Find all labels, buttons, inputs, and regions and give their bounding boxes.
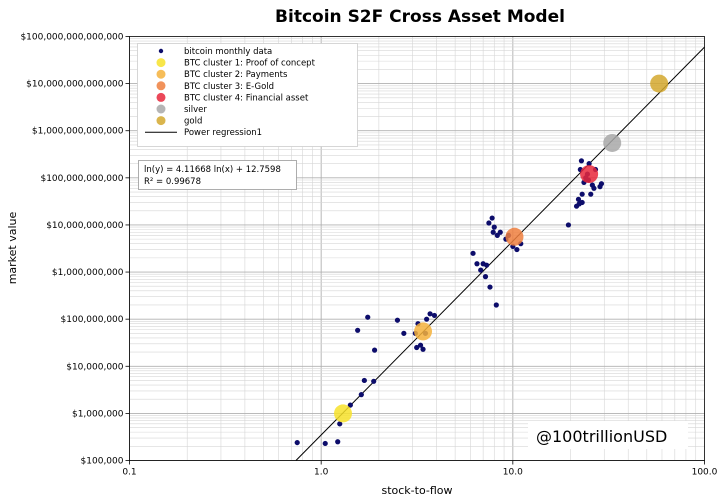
legend-marker-circle (156, 116, 166, 126)
data-point (361, 377, 367, 384)
legend-label: gold (184, 117, 202, 127)
plot-area (129, 36, 705, 461)
cluster-marker (334, 404, 353, 423)
watermark-text: @100trillionUSD (536, 427, 667, 446)
data-point (514, 246, 520, 253)
legend-marker-circle (156, 104, 166, 114)
y-tick-label: $1,000,000,000,000 (32, 127, 124, 137)
data-point (431, 312, 438, 319)
y-tick-label: $1,000,000 (72, 409, 124, 419)
legend-label: BTC cluster 1: Proof of concept (184, 59, 316, 69)
legend: bitcoin monthly data BTC cluster 1: Proof… (137, 43, 358, 147)
legend-box (137, 43, 358, 147)
x-tick-label: 0.1 (122, 468, 136, 478)
legend-marker-circle (156, 69, 166, 79)
legend-label: bitcoin monthly data (184, 47, 272, 57)
cluster-marker (603, 133, 622, 152)
data-point (487, 284, 493, 290)
y-tick-label: $1,000,000,000 (52, 268, 124, 278)
data-point (484, 262, 490, 268)
x-tick-label: 100.0 (692, 468, 718, 478)
x-tick-label: 10.0 (503, 468, 523, 478)
data-points (294, 74, 669, 447)
data-point (294, 439, 300, 446)
legend-label: BTC cluster 2: Payments (184, 70, 288, 80)
data-point (424, 316, 430, 322)
equation-line-2: R² = 0.99678 (144, 177, 201, 187)
data-point (579, 191, 585, 197)
data-point (586, 161, 592, 167)
data-point (591, 185, 597, 191)
data-point (494, 232, 500, 238)
legend-label: BTC cluster 3: E-Gold (184, 82, 274, 92)
cluster-marker (505, 227, 524, 246)
chart-title: Bitcoin S2F Cross Asset Model (275, 7, 565, 27)
y-tick-label: $100,000 (81, 457, 124, 467)
data-point (371, 347, 378, 353)
data-point (470, 250, 476, 256)
cluster-marker (650, 74, 669, 93)
data-point (337, 421, 343, 427)
data-point (335, 439, 341, 445)
data-point (371, 378, 377, 384)
data-point (486, 220, 492, 226)
data-point (365, 314, 371, 320)
y-tick-label: $100,000,000,000 (40, 174, 123, 184)
legend-label: silver (184, 105, 207, 115)
y-tick-label: $10,000,000 (66, 362, 124, 372)
data-point (491, 224, 497, 230)
data-point (578, 158, 585, 164)
cluster-marker (414, 322, 433, 341)
cluster-marker (580, 165, 599, 184)
data-point (417, 342, 424, 348)
y-tick-label: $10,000,000,000,000 (26, 80, 124, 90)
y-tick-label: $10,000,000,000 (46, 221, 124, 231)
x-axis-label: stock-to-flow (381, 484, 452, 497)
equation-box: ln(y) = 4.11668 ln(x) + 12.7598 R² = 0.9… (138, 160, 297, 190)
legend-marker-dot (158, 48, 164, 54)
legend-marker-circle (156, 58, 166, 68)
regression-line-path (295, 46, 705, 461)
data-point (489, 215, 495, 221)
data-point (394, 317, 401, 323)
data-point (347, 402, 353, 408)
data-point (565, 222, 572, 228)
equation-line-1: ln(y) = 4.11668 ln(x) + 12.7598 (144, 165, 281, 175)
data-point (598, 181, 605, 187)
legend-marker-circle (156, 92, 166, 102)
y-tick-label: $100,000,000 (61, 315, 124, 325)
legend-label: Power regression1 (184, 128, 262, 138)
y-tick-label: $100,000,000,000,000 (20, 33, 123, 43)
legend-label: BTC cluster 4: Financial asset (184, 93, 309, 103)
y-axis-label: market value (6, 211, 19, 284)
data-point (576, 201, 582, 207)
x-axis: 0.1 1.0 10.0 100.0 (122, 460, 718, 478)
data-point (490, 229, 496, 235)
data-point (482, 274, 489, 280)
data-point (474, 261, 480, 267)
data-point (478, 267, 484, 273)
data-point (401, 330, 407, 336)
watermark: @100trillionUSD (528, 421, 688, 449)
data-point (427, 311, 433, 317)
regression-line (295, 46, 705, 461)
data-point (588, 191, 594, 197)
data-point (493, 302, 499, 308)
data-point (414, 344, 420, 351)
legend-marker-circle (156, 81, 166, 91)
x-tick-label: 1.0 (314, 468, 329, 478)
data-point (358, 392, 364, 398)
data-point (322, 440, 328, 447)
data-point (575, 196, 582, 202)
data-point (355, 327, 361, 333)
y-axis: $100,000 $1,000,000 $10,000,000 $100,000,00… (20, 33, 130, 467)
data-point (420, 346, 426, 352)
